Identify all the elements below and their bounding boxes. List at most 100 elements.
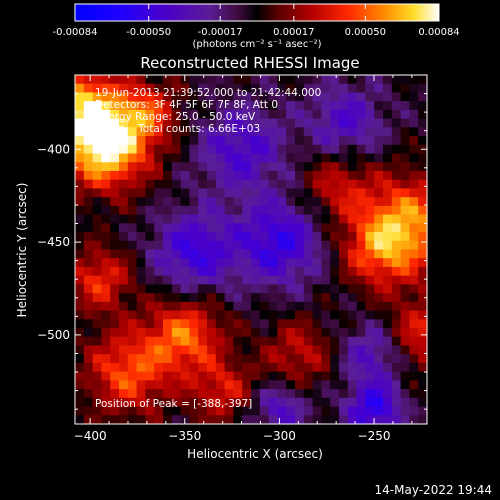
heatmap-cell	[215, 170, 226, 181]
heatmap-cell	[409, 75, 419, 85]
heatmap-cell	[75, 214, 85, 224]
heatmap-cell	[295, 205, 305, 216]
heatmap-cell	[268, 249, 278, 259]
heatmap-cell	[312, 127, 322, 137]
heatmap-cell	[383, 136, 393, 146]
heatmap-cell	[339, 406, 349, 416]
heatmap-cell	[374, 362, 384, 373]
heatmap-cell	[312, 75, 322, 85]
heatmap-cell	[374, 83, 384, 94]
heatmap-cell	[418, 371, 428, 381]
heatmap-cell	[251, 328, 261, 338]
heatmap-cell	[365, 354, 375, 364]
heatmap-cell	[75, 170, 85, 181]
heatmap-cell	[127, 249, 138, 259]
annotation-peak-position: Position of Peak = [-388,-397]	[95, 398, 252, 410]
heatmap-cell	[277, 275, 287, 285]
heatmap-cell	[268, 205, 278, 216]
heatmap-cell	[127, 240, 138, 251]
heatmap-cell	[259, 415, 270, 425]
heatmap-cell	[339, 319, 349, 329]
heatmap-cell	[110, 153, 120, 163]
heatmap-cell	[215, 354, 226, 364]
heatmap-cell	[154, 328, 164, 338]
heatmap-cell	[110, 109, 120, 120]
heatmap-cell	[259, 266, 270, 277]
heatmap-cell	[127, 83, 138, 94]
heatmap-cell	[303, 162, 314, 172]
heatmap-cell	[295, 101, 305, 111]
heatmap-cell	[251, 336, 261, 347]
heatmap-cell	[163, 345, 173, 355]
heatmap-cell	[119, 188, 129, 198]
heatmap-cell	[110, 240, 120, 251]
heatmap-cell	[154, 232, 164, 242]
heatmap-cell	[277, 310, 287, 320]
heatmap-cell	[215, 266, 226, 277]
heatmap-cell	[303, 310, 314, 320]
heatmap-cell	[242, 136, 252, 146]
heatmap-cell	[92, 101, 102, 111]
heatmap-cell	[347, 362, 358, 373]
heatmap-cell	[391, 153, 402, 163]
heatmap-cell	[101, 144, 111, 155]
heatmap-cell	[418, 415, 428, 425]
heatmap-cell	[374, 188, 384, 198]
heatmap-cell	[92, 232, 102, 242]
heatmap-cell	[391, 109, 402, 120]
heatmap-cell	[312, 328, 322, 338]
colorbar-tick-label: 0.00017	[273, 27, 314, 38]
heatmap-cell	[321, 75, 331, 85]
heatmap-cell	[189, 136, 199, 146]
heatmap-cell	[374, 118, 384, 128]
heatmap-cell	[215, 162, 226, 172]
heatmap-cell	[92, 75, 102, 85]
heatmap-cell	[171, 301, 182, 312]
heatmap-cell	[171, 258, 182, 268]
heatmap-cell	[207, 380, 217, 390]
heatmap-cell	[75, 232, 85, 242]
heatmap-cell	[83, 284, 94, 294]
heatmap-cell	[374, 101, 384, 111]
heatmap-cell	[286, 380, 296, 390]
heatmap-cell	[215, 258, 226, 268]
heatmap-cell	[321, 170, 331, 181]
heatmap-cell	[242, 354, 252, 364]
heatmap-cell	[383, 170, 393, 181]
heatmap-cell	[268, 188, 278, 198]
heatmap-cell	[119, 266, 129, 277]
heatmap-cell	[119, 406, 129, 416]
heatmap-cell	[189, 240, 199, 251]
heatmap-cell	[154, 389, 164, 399]
heatmap-cell	[127, 345, 138, 355]
heatmap-cell	[136, 232, 146, 242]
heatmap-cell	[92, 83, 102, 94]
heatmap-cell	[418, 275, 428, 285]
heatmap-cell	[110, 266, 120, 277]
heatmap-cell	[180, 397, 190, 408]
heatmap-cell	[83, 301, 94, 312]
heatmap-cell	[259, 92, 270, 102]
heatmap-cell	[259, 118, 270, 128]
heatmap-cell	[251, 232, 261, 242]
heatmap-cell	[374, 336, 384, 347]
heatmap-cell	[277, 328, 287, 338]
heatmap-cell	[356, 354, 366, 364]
heatmap-cell	[127, 179, 138, 190]
heatmap-cell	[145, 362, 155, 373]
heatmap-cell	[356, 249, 366, 259]
heatmap-cell	[101, 223, 111, 233]
heatmap-cell	[286, 118, 296, 128]
heatmap-cell	[180, 118, 190, 128]
heatmap-cell	[409, 310, 419, 320]
heatmap-cell	[268, 170, 278, 181]
heatmap-cell	[180, 162, 190, 172]
heatmap-cell	[180, 75, 190, 85]
heatmap-cell	[224, 415, 234, 425]
heatmap-cell	[101, 389, 111, 399]
heatmap-cell	[233, 188, 243, 198]
heatmap-cell	[400, 310, 410, 320]
heatmap-cell	[145, 75, 155, 85]
heatmap-cell	[295, 380, 305, 390]
heatmap-cell	[242, 188, 252, 198]
